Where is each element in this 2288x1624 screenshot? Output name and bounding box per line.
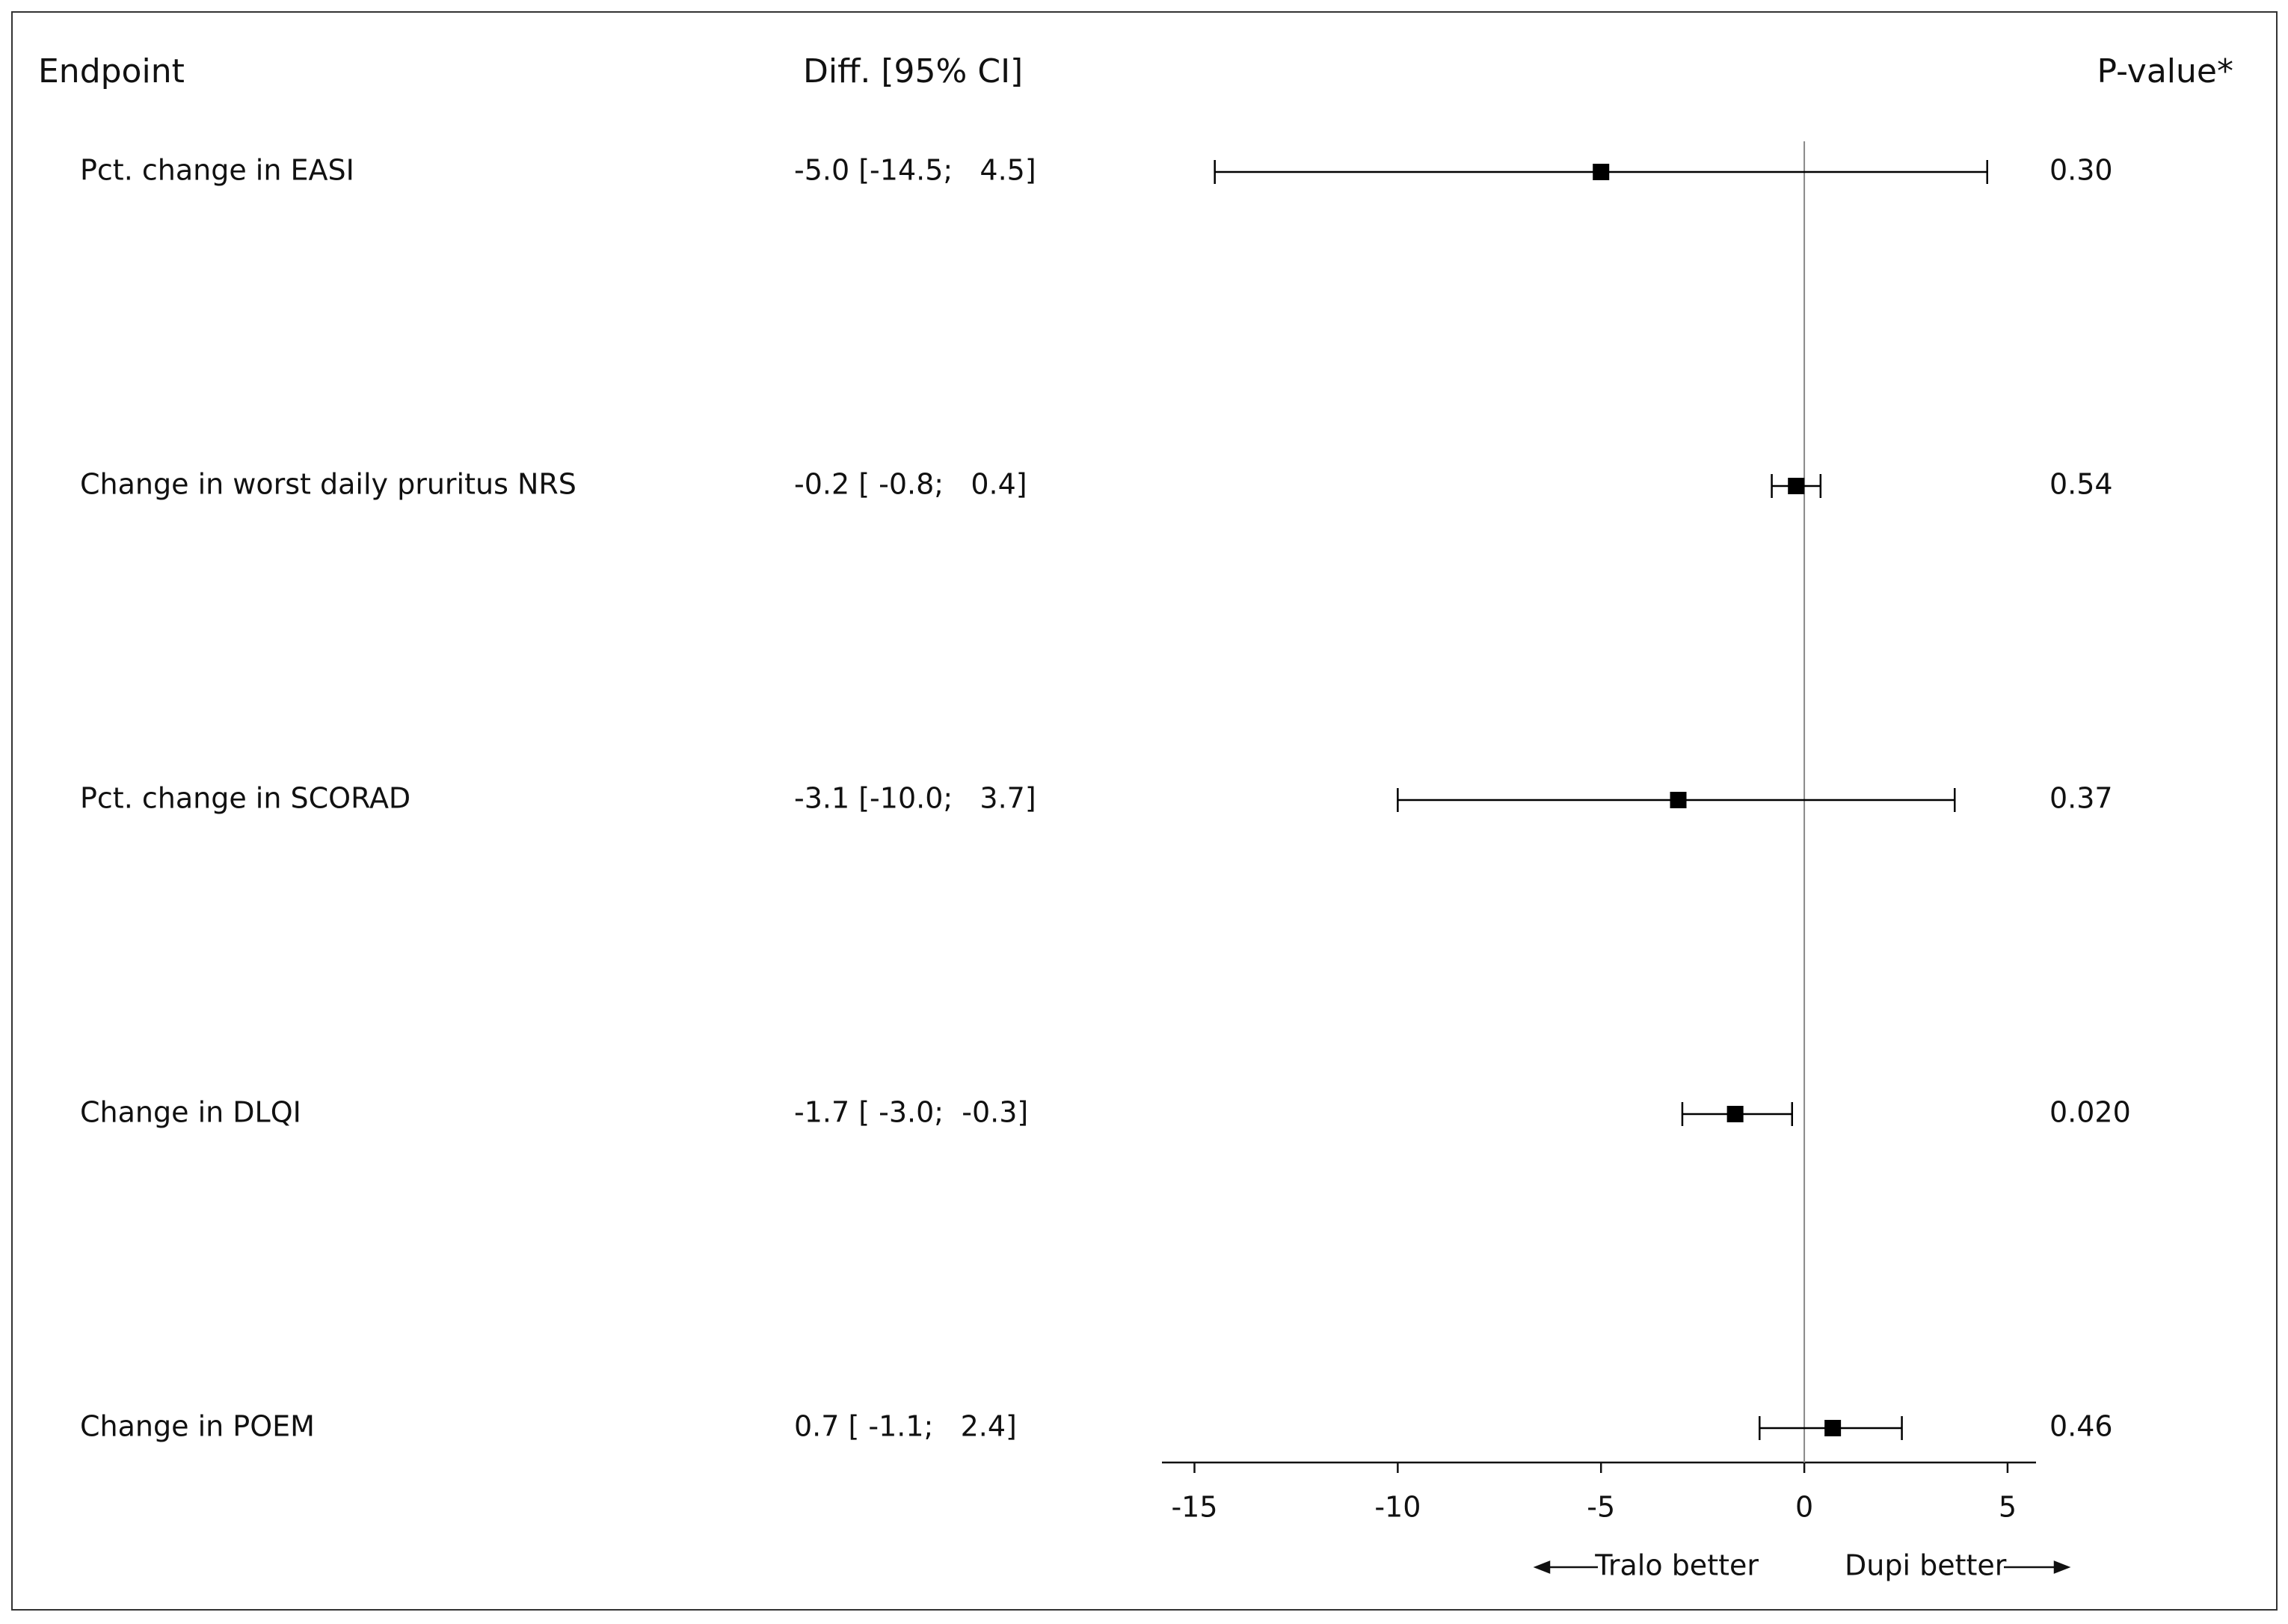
point-estimate: [1726, 1106, 1744, 1122]
endpoint-label: Pct. change in SCORAD: [80, 782, 410, 815]
point-estimate: [1670, 792, 1687, 808]
ci-label: -0.2 [ -0.8; 0.4]: [794, 468, 1027, 501]
ci-label: -5.0 [-14.5; 4.5]: [794, 154, 1036, 187]
p-value: 0.020: [2049, 1096, 2131, 1129]
p-value: 0.37: [2049, 782, 2113, 815]
annotation: Dupi better: [1845, 1549, 2007, 1582]
p-value: 0.30: [2049, 154, 2113, 187]
ci-label: 0.7 [ -1.1; 2.4]: [794, 1410, 1017, 1443]
endpoint-label: Change in POEM: [80, 1410, 315, 1443]
frame: [11, 11, 2278, 1611]
p-value: 0.46: [2049, 1410, 2113, 1443]
x-tick-label: 5: [1999, 1491, 2017, 1524]
endpoint-label: Pct. change in EASI: [80, 154, 354, 187]
annotation-arrows: [1533, 1560, 2071, 1574]
x-tick-label: 0: [1795, 1491, 1813, 1524]
arrow-head: [2053, 1560, 2071, 1574]
p-value: 0.54: [2049, 468, 2113, 501]
column-header: P-value*: [2097, 52, 2233, 90]
point-estimate: [1788, 478, 1805, 494]
endpoint-label: Change in DLQI: [80, 1096, 301, 1129]
annotation: Tralo better: [1594, 1549, 1759, 1582]
x-tick-label: -10: [1374, 1491, 1421, 1524]
point-estimate: [1824, 1420, 1842, 1436]
arrow-head: [1533, 1560, 1551, 1574]
column-header: Endpoint: [38, 52, 185, 90]
ci-label: -1.7 [ -3.0; -0.3]: [794, 1096, 1028, 1129]
ci-label: -3.1 [-10.0; 3.7]: [794, 782, 1036, 815]
x-tick-label: -5: [1587, 1491, 1615, 1524]
column-header: Diff. [95% CI]: [803, 52, 1023, 90]
x-tick-label: -15: [1171, 1491, 1217, 1524]
point-estimate: [1593, 164, 1610, 180]
endpoint-label: Change in worst daily pruritus NRS: [80, 468, 576, 501]
